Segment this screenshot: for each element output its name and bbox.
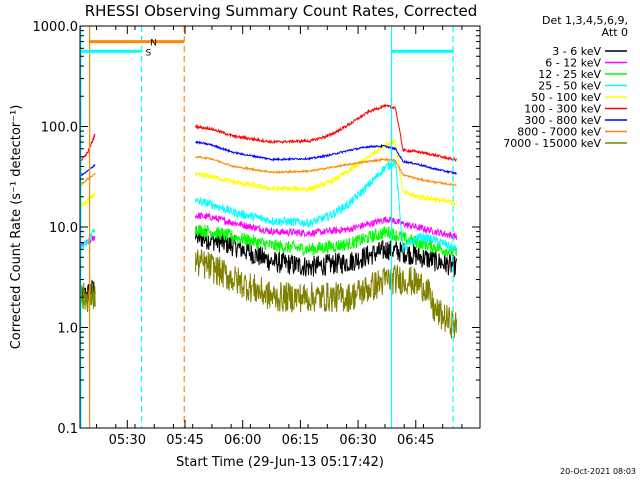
y-tick-label: 10.0 bbox=[49, 221, 78, 236]
y-tick-label: 1000.0 bbox=[33, 20, 79, 35]
legend-header-attenuator: Att 0 bbox=[602, 26, 628, 39]
legend-label-7000-15000kev: 7000 - 15000 keV bbox=[503, 137, 601, 150]
x-tick-label: 06:00 bbox=[224, 433, 261, 448]
x-tick-label: 05:45 bbox=[166, 433, 203, 448]
series-line-25-50kev-seg1 bbox=[194, 159, 458, 254]
series-line-7000-15000kev-seg1 bbox=[194, 249, 458, 339]
legend-label-6-12kev: 6 - 12 keV bbox=[545, 57, 601, 70]
series-line-3-6kev-seg1 bbox=[194, 226, 458, 277]
legend-label-12-25kev: 12 - 25 keV bbox=[538, 68, 601, 81]
legend-label-50-100kev: 50 - 100 keV bbox=[531, 91, 601, 104]
series-line-7000-15000kev-seg0 bbox=[79, 282, 96, 313]
generation-timestamp: 20-Oct-2021 08:03 bbox=[560, 467, 636, 476]
series-line-100-300kev-seg1 bbox=[194, 103, 457, 163]
series-line-6-12kev-seg1 bbox=[194, 211, 458, 240]
series-line-12-25kev-seg1 bbox=[194, 224, 458, 257]
series-line-50-100kev-seg1 bbox=[194, 138, 458, 206]
series-line-800-7000kev-seg1 bbox=[194, 155, 457, 187]
series-line-50-100kev-seg0 bbox=[79, 191, 96, 208]
legend-label-300-800kev: 300 - 800 keV bbox=[524, 114, 601, 127]
series-line-25-50kev-seg0 bbox=[79, 227, 96, 254]
legend-label-3-6kev: 3 - 6 keV bbox=[552, 45, 601, 58]
x-tick-label: 06:15 bbox=[282, 433, 319, 448]
series-line-100-300kev-seg0 bbox=[79, 133, 96, 162]
legend-label-100-300kev: 100 - 300 keV bbox=[524, 103, 601, 116]
x-tick-label: 06:45 bbox=[397, 433, 434, 448]
y-tick-label: 1.0 bbox=[57, 322, 78, 337]
legend-header-detectors: Det 1,3,4,5,6,9, bbox=[542, 14, 628, 27]
x-axis-ticks: 05:30 05:45 06:00 06:15 06:30 06:45 bbox=[96, 26, 463, 448]
chart-title: RHESSI Observing Summary Count Rates, Co… bbox=[85, 2, 478, 20]
x-tick-label: 06:30 bbox=[339, 433, 376, 448]
x-axis-label: Start Time (29-Jun-13 05:17:42) bbox=[176, 455, 384, 470]
series-line-300-800kev-seg0 bbox=[79, 164, 96, 178]
y-tick-label: 100.0 bbox=[41, 121, 78, 136]
legend-label-25-50kev: 25 - 50 keV bbox=[538, 80, 601, 93]
y-tick-label: 0.1 bbox=[57, 422, 78, 437]
y-axis-label: Corrected Count Rate (s⁻¹ detector⁻¹) bbox=[9, 105, 24, 350]
flag-label-s: S bbox=[146, 48, 152, 58]
x-tick-label: 05:30 bbox=[109, 433, 146, 448]
flag-label-n: N bbox=[150, 39, 157, 49]
series-line-300-800kev-seg1 bbox=[195, 140, 458, 175]
y-axis-ticks: 0.1 1.0 10.0 100.0 1000.0 bbox=[33, 20, 480, 437]
series-lines bbox=[79, 103, 458, 339]
legend-label-800-7000kev: 800 - 7000 keV bbox=[517, 126, 601, 139]
series-line-800-7000kev-seg0 bbox=[79, 172, 96, 188]
